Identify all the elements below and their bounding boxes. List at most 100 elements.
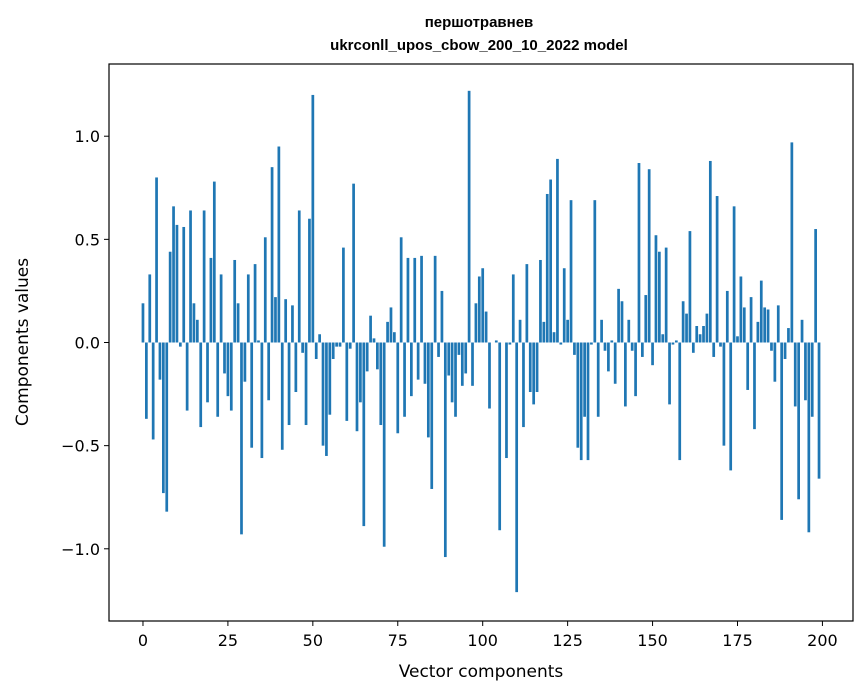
bar xyxy=(814,229,817,343)
bar xyxy=(708,160,712,343)
bar xyxy=(481,268,485,343)
bar xyxy=(423,342,427,384)
bar xyxy=(151,342,155,440)
bar xyxy=(162,342,165,494)
bar xyxy=(810,342,814,417)
y-tick-label: −0.5 xyxy=(61,437,100,456)
bar xyxy=(209,257,213,343)
bar xyxy=(250,342,254,448)
x-tick-label: 175 xyxy=(722,631,753,650)
bar xyxy=(314,342,318,359)
bar xyxy=(352,183,355,343)
bar xyxy=(783,342,787,359)
bar xyxy=(505,342,508,459)
bar xyxy=(664,247,668,343)
bar xyxy=(593,200,597,343)
bar xyxy=(634,342,637,397)
bar xyxy=(410,342,413,397)
bar xyxy=(257,340,260,343)
bar xyxy=(732,206,736,343)
bar xyxy=(494,340,498,343)
y-tick-label: 0.0 xyxy=(75,334,100,353)
bar xyxy=(399,237,403,343)
bar xyxy=(447,342,451,376)
bar xyxy=(294,342,298,393)
bar xyxy=(212,181,216,343)
bar xyxy=(804,342,807,401)
bar xyxy=(671,342,675,345)
x-tick-label: 100 xyxy=(467,631,498,650)
bar xyxy=(763,307,767,343)
bar xyxy=(148,274,152,343)
bar xyxy=(467,90,471,343)
bar xyxy=(566,319,569,343)
bar xyxy=(508,342,512,345)
bar xyxy=(773,342,777,382)
bar xyxy=(712,342,716,357)
bar xyxy=(277,146,281,343)
bar xyxy=(668,342,671,405)
x-axis-ticks: 0 25 50 75 100 125 150 175 200 xyxy=(138,621,838,650)
bar xyxy=(471,342,474,386)
bar xyxy=(369,315,372,343)
bar xyxy=(426,342,430,438)
bar xyxy=(342,247,345,343)
bar xyxy=(474,303,478,343)
bar-series xyxy=(141,90,821,593)
bar xyxy=(318,334,321,343)
bar xyxy=(437,342,440,357)
bar xyxy=(746,342,750,390)
bar xyxy=(586,342,590,461)
bar xyxy=(236,303,240,343)
bar xyxy=(522,342,525,428)
bar xyxy=(545,193,549,343)
bar xyxy=(736,336,739,343)
bar xyxy=(753,342,756,430)
bar xyxy=(386,321,389,343)
bar xyxy=(515,342,519,593)
x-tick-label: 200 xyxy=(807,631,838,650)
bar xyxy=(681,301,685,343)
bar xyxy=(345,342,349,421)
bar xyxy=(206,342,209,403)
bar xyxy=(233,259,237,343)
bar xyxy=(688,231,692,343)
bar xyxy=(552,332,556,343)
bar xyxy=(793,342,797,407)
bar xyxy=(807,342,811,533)
bar xyxy=(695,326,699,343)
bar xyxy=(607,342,610,372)
bar xyxy=(416,342,420,380)
bar xyxy=(613,342,617,384)
bar xyxy=(335,342,338,347)
bar xyxy=(141,303,145,343)
bar xyxy=(433,255,437,343)
bar xyxy=(192,303,196,343)
bar xyxy=(722,342,726,446)
bar xyxy=(270,167,274,343)
bar xyxy=(311,94,315,343)
bar xyxy=(175,224,179,343)
bar xyxy=(535,342,539,393)
bar xyxy=(274,297,277,343)
bar xyxy=(559,342,563,345)
bar xyxy=(576,342,580,448)
bar xyxy=(450,342,454,403)
bar xyxy=(651,342,654,366)
bar xyxy=(477,276,481,343)
bar xyxy=(304,342,308,426)
bar xyxy=(195,319,199,343)
bar xyxy=(389,307,393,343)
y-axis-ticks: −1.0 −0.5 0.0 0.5 1.0 xyxy=(61,127,109,559)
bar xyxy=(223,342,226,374)
bar xyxy=(158,342,162,380)
y-tick-label: 0.5 xyxy=(75,230,100,249)
bar xyxy=(797,342,800,500)
bar xyxy=(549,179,552,343)
bar xyxy=(617,288,620,343)
y-axis-label: Components values xyxy=(13,258,33,426)
bar xyxy=(301,342,304,353)
bar xyxy=(759,280,763,343)
bar xyxy=(702,326,705,343)
